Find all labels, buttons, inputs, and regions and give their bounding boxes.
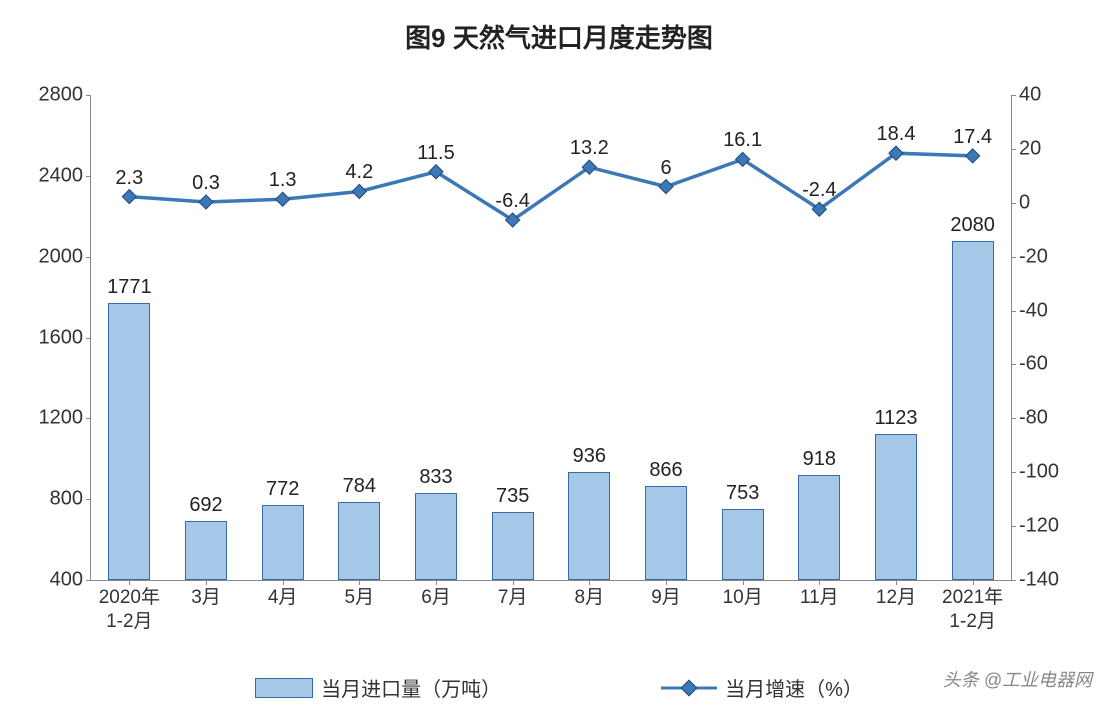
- y-right-tick-label: -20: [1011, 245, 1048, 268]
- line-data-label: 1.3: [269, 169, 297, 192]
- line-data-label: 2.3: [115, 167, 143, 190]
- y-right-tick-label: -120: [1011, 515, 1059, 538]
- y-left-tick-label: 2400: [39, 164, 92, 187]
- line-data-label: 17.4: [953, 126, 992, 149]
- x-axis-label: 2021年1-2月: [942, 580, 1003, 634]
- y-left-tick-label: 2000: [39, 245, 92, 268]
- line-data-label: 4.2: [345, 161, 373, 184]
- y-left-tick-label: 1200: [39, 407, 92, 430]
- plot-area: 40080012001600200024002800-140-120-100-8…: [90, 95, 1012, 581]
- chart-container: 图9 天然气进口月度走势图 40080012001600200024002800…: [0, 0, 1118, 712]
- line-data-label: 0.3: [192, 172, 220, 195]
- y-left-tick-label: 800: [50, 488, 91, 511]
- legend-item-bar: 当月进口量（万吨）: [255, 673, 501, 702]
- line-data-label: 16.1: [723, 129, 762, 152]
- line-data-label: 18.4: [877, 123, 916, 146]
- line-data-label: -6.4: [495, 190, 529, 213]
- legend-line-swatch: [661, 679, 717, 697]
- line-series: [91, 95, 1011, 580]
- line-data-label: 13.2: [570, 137, 609, 160]
- legend-line-label: 当月增速（%）: [725, 673, 863, 702]
- y-right-tick-label: -140: [1011, 569, 1059, 592]
- watermark: 头条 @工业电器网: [943, 666, 1092, 692]
- y-left-tick-label: 1600: [39, 326, 92, 349]
- x-axis-label: 2020年1-2月: [99, 580, 160, 634]
- chart-title: 图9 天然气进口月度走势图: [0, 18, 1118, 55]
- legend-bar-swatch: [255, 678, 313, 698]
- y-right-tick-label: -100: [1011, 461, 1059, 484]
- legend-item-line: 当月增速（%）: [661, 673, 863, 702]
- y-left-tick-label: 400: [50, 569, 91, 592]
- y-left-tick-label: 2800: [39, 84, 92, 107]
- y-right-tick-label: -80: [1011, 407, 1048, 430]
- line-data-label: -2.4: [802, 179, 836, 202]
- y-right-tick-label: -60: [1011, 353, 1048, 376]
- legend-bar-label: 当月进口量（万吨）: [321, 673, 501, 702]
- line-data-label: 6: [660, 157, 671, 180]
- line-data-label: 11.5: [417, 142, 454, 165]
- y-right-tick-label: -40: [1011, 299, 1048, 322]
